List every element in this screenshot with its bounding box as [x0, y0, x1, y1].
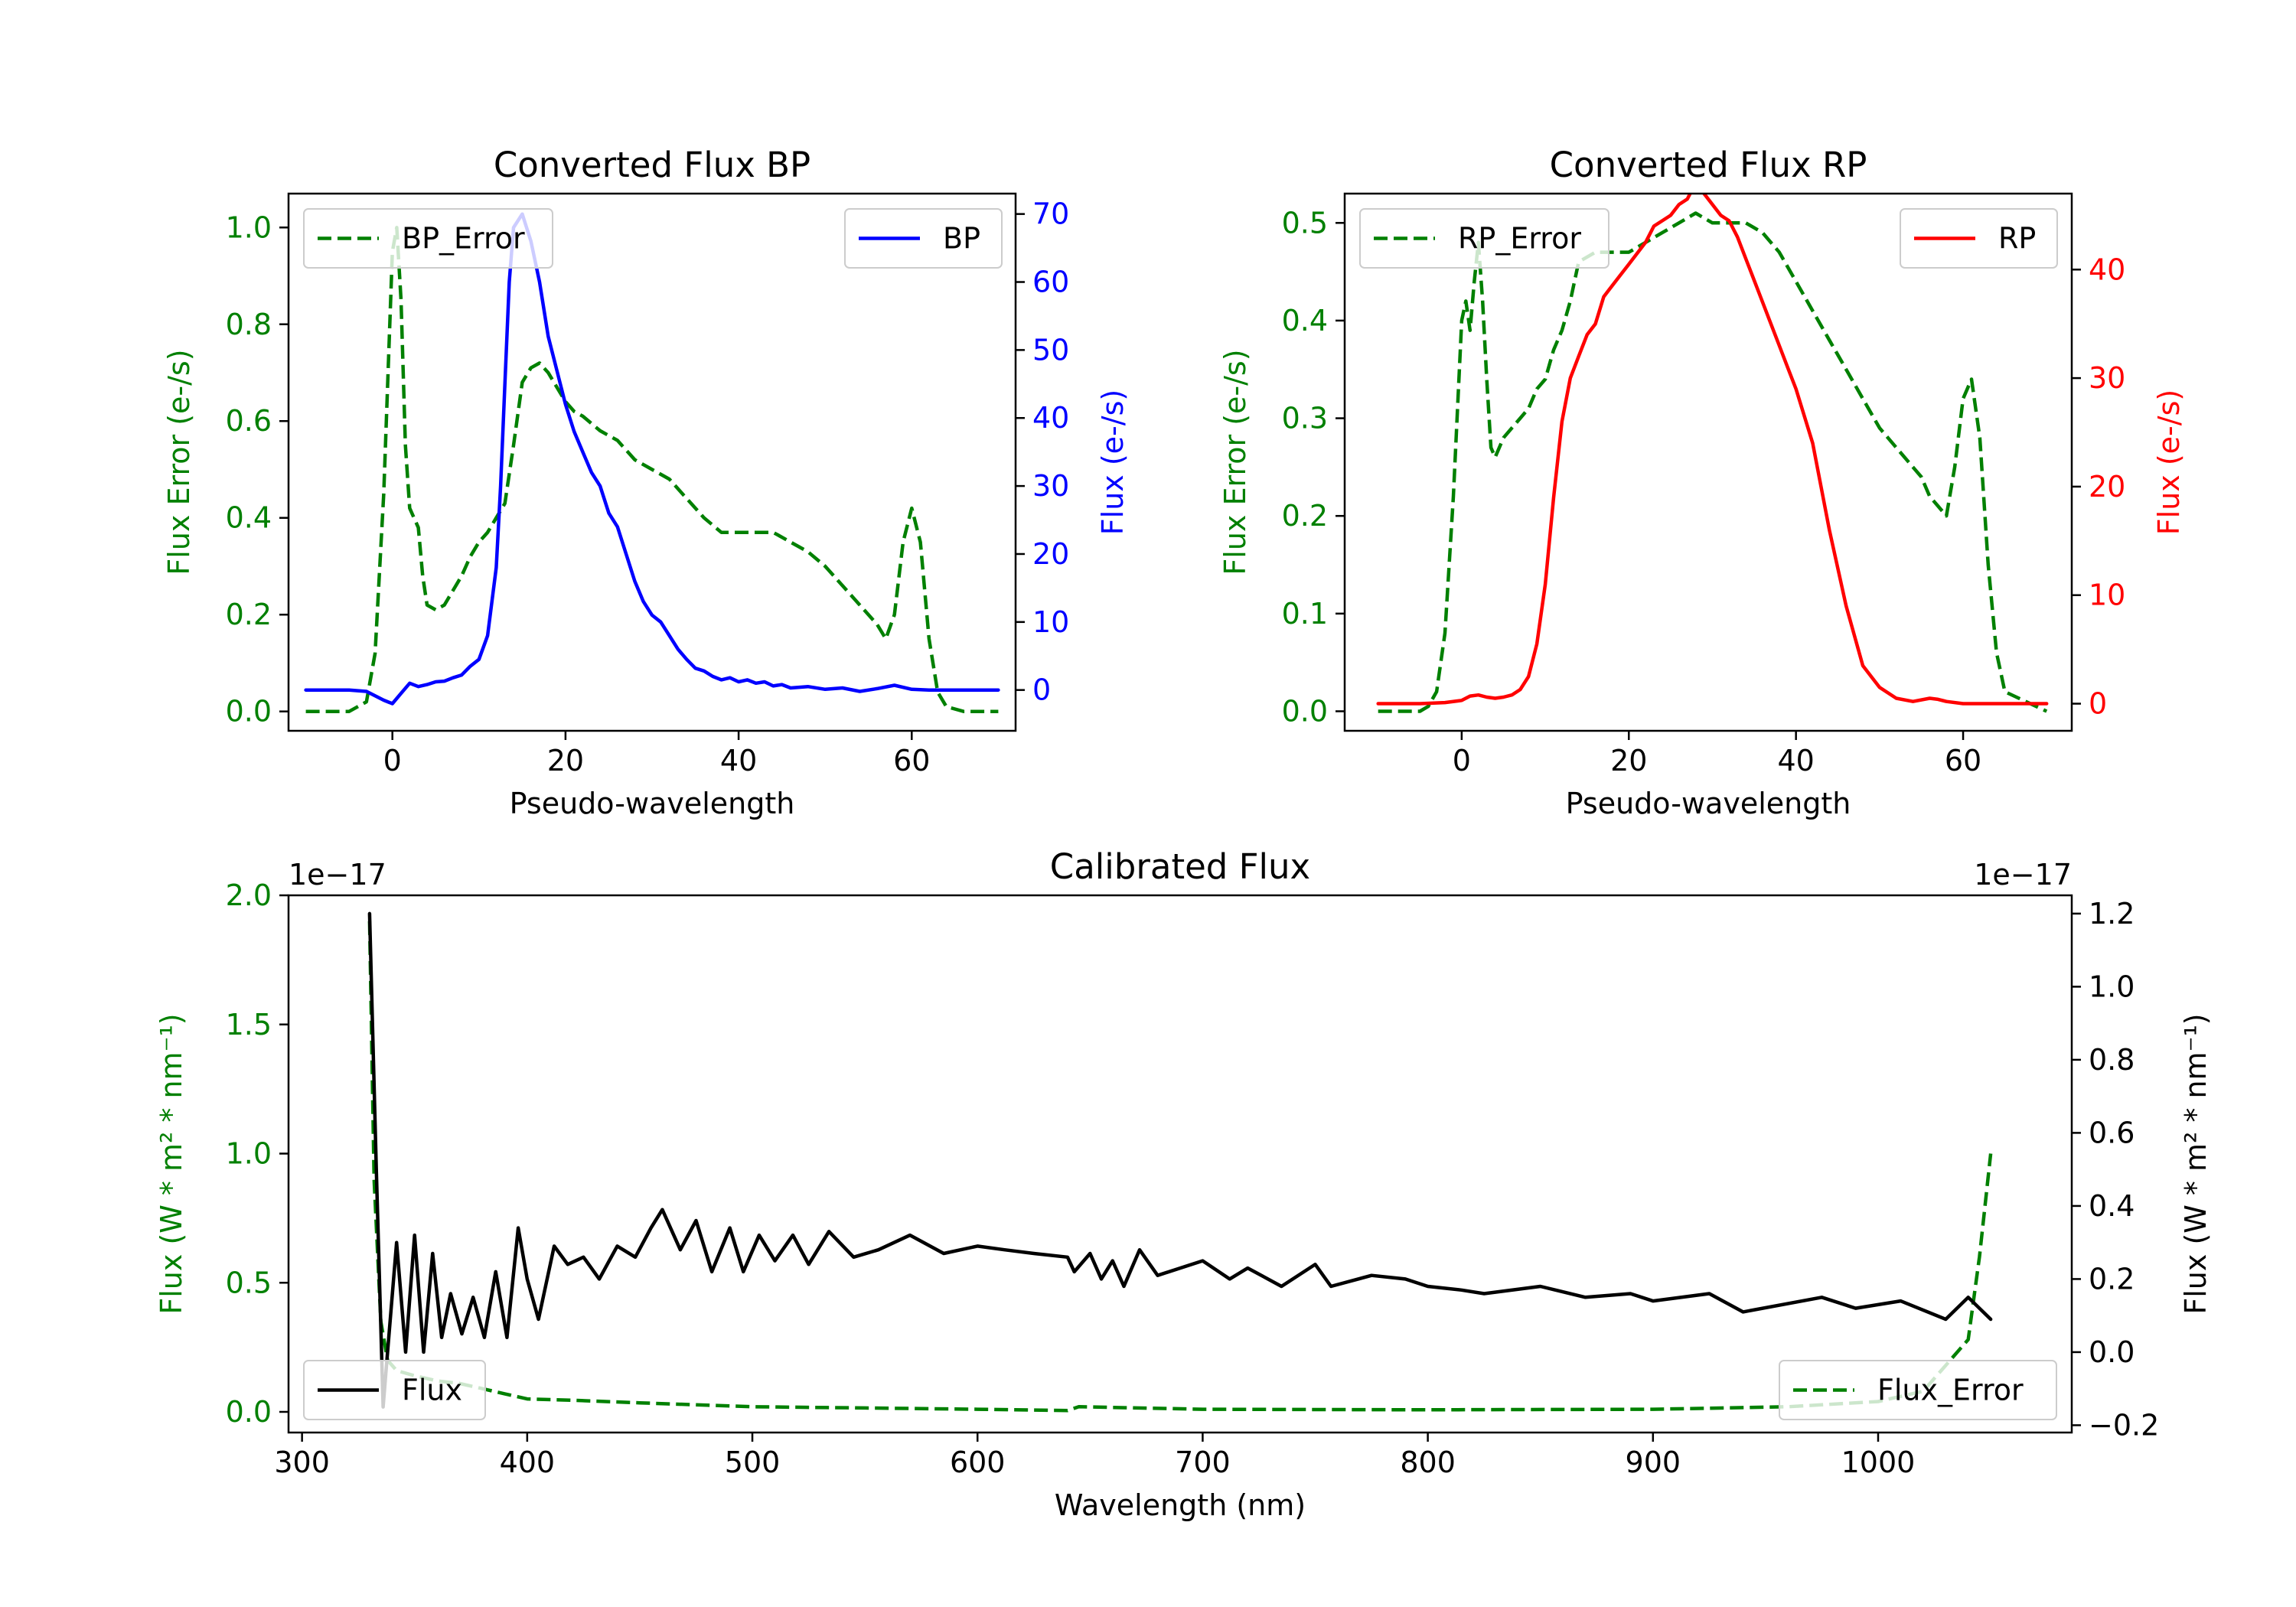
y-right-tick-label: 0.6 [2089, 1116, 2135, 1149]
x-tick-label: 400 [500, 1446, 556, 1479]
y-left-axis-label: Flux Error (e-/s) [162, 349, 196, 575]
y-left-tick-label: 0.4 [1282, 304, 1328, 337]
series-line-bp-error [305, 226, 999, 713]
y-left-tick-label: 0.5 [1282, 206, 1328, 240]
legend-rp-error: RP_Error [1359, 208, 1609, 269]
y-left-tick-label: 0.5 [226, 1266, 272, 1299]
y-right-tick-label: 40 [1032, 401, 1069, 435]
x-axis-label: Pseudo-wavelength [510, 787, 795, 820]
y-right-tick-label: 40 [2089, 253, 2125, 286]
x-axis-label: Pseudo-wavelength [1566, 787, 1851, 820]
legend-box [1900, 208, 2058, 269]
x-tick-label: 900 [1626, 1446, 1681, 1479]
y-right-tick-label: 60 [1032, 266, 1069, 299]
legend-box [844, 208, 1003, 269]
y-right-tick-label: 1.2 [2089, 897, 2135, 931]
y-right-offset-text: 1e−17 [1974, 858, 2072, 892]
y-right-tick-label: 10 [1032, 605, 1069, 639]
chart-title: Calibrated Flux [1050, 846, 1310, 887]
legend-flux-error: Flux_Error [1779, 1360, 2057, 1420]
axes-frame [287, 192, 1017, 732]
y-right-tick-label: 1.0 [2089, 970, 2135, 1003]
y-left-tick-label: 0.1 [1282, 597, 1328, 631]
y-left-tick-label: 1.0 [226, 1137, 272, 1171]
x-tick-label: 40 [720, 744, 757, 777]
y-left-axis-label: Flux Error (e-/s) [1218, 349, 1252, 575]
y-left-axis-label: Flux (W * m² * nm⁻¹) [155, 1013, 188, 1314]
y-right-tick-label: 20 [2089, 470, 2125, 504]
y-left-tick-label: 0.0 [1282, 694, 1328, 728]
legend-rp: RP [1900, 208, 2058, 269]
legend-box [303, 208, 553, 269]
series-line-flux [367, 911, 1993, 1409]
legend-bp-error: BP_Error [303, 208, 553, 269]
y-right-tick-label: 0.0 [2089, 1335, 2135, 1369]
legend-label: BP_Error [402, 222, 525, 256]
x-tick-label: 0 [1453, 744, 1471, 777]
legend-box [1359, 208, 1609, 269]
y-left-offset-text: 1e−17 [289, 858, 386, 892]
series-line-rp [1376, 194, 2049, 706]
legend-bp: BP [844, 208, 1003, 269]
legend-label: RP_Error [1458, 222, 1581, 256]
y-left-tick-label: 0.6 [226, 404, 272, 438]
y-left-tick-label: 0.4 [226, 501, 272, 535]
y-right-tick-label: 0.2 [2089, 1262, 2135, 1296]
legend-box [1779, 1360, 2057, 1420]
y-right-tick-label: 0 [2089, 687, 2107, 721]
y-right-tick-label: 50 [1032, 333, 1069, 367]
x-tick-label: 20 [1610, 744, 1647, 777]
y-right-axis-label: Flux (e-/s) [2152, 390, 2186, 535]
y-right-tick-label: 30 [1032, 469, 1069, 503]
axes-frame [287, 894, 2073, 1434]
y-left-tick-label: 0.3 [1282, 402, 1328, 435]
y-right-axis-label: Flux (W * m² * nm⁻¹) [2179, 1013, 2213, 1314]
calibrated-panel: 300 400 500 600 700 800 900 1000 0.0 0.5 1.0 1.5 2.0… [155, 846, 2213, 1522]
chart-title: Converted Flux RP [1550, 145, 1867, 185]
legend-label: BP [943, 222, 980, 256]
y-left-tick-label: 0.2 [1282, 499, 1328, 533]
y-right-tick-label: 0 [1032, 673, 1051, 707]
y-right-tick-label: 10 [2089, 579, 2125, 612]
axes-frame [1343, 192, 2073, 732]
y-left-tick-label: 0.2 [226, 598, 272, 631]
x-tick-label: 60 [1945, 744, 1981, 777]
x-tick-label: 300 [274, 1446, 330, 1479]
x-axis-label: Wavelength (nm) [1055, 1488, 1306, 1522]
x-tick-label: 500 [725, 1446, 781, 1479]
plot-area [304, 212, 1000, 713]
legend-label: Flux_Error [1877, 1374, 2024, 1407]
y-right-tick-label: 70 [1032, 197, 1069, 231]
y-left-tick-label: 0.0 [226, 695, 272, 729]
y-right-tick-label: 0.4 [2089, 1189, 2135, 1223]
x-tick-label: 0 [383, 744, 402, 777]
legend-label: RP [1998, 222, 2036, 256]
bp-panel: 0 20 40 60 0.0 0.2 0.4 0.6 0.8 1.0 0 10 20 30 40 50 60 70… [162, 145, 1130, 820]
series-line-bp [304, 212, 1000, 706]
y-left-tick-label: 2.0 [226, 878, 272, 912]
y-right-tick-label: 0.8 [2089, 1043, 2135, 1077]
y-left-tick-label: 1.0 [226, 210, 272, 244]
y-left-tick-label: 0.8 [226, 308, 272, 341]
y-right-tick-label: 20 [1032, 537, 1069, 571]
x-tick-label: 40 [1777, 744, 1814, 777]
y-right-tick-label: −0.2 [2089, 1408, 2159, 1442]
legend-flux: Flux [303, 1360, 486, 1420]
x-tick-label: 800 [1400, 1446, 1456, 1479]
x-tick-label: 20 [547, 744, 584, 777]
x-tick-label: 1000 [1841, 1446, 1916, 1479]
legend-box [303, 1360, 486, 1420]
x-tick-label: 700 [1175, 1446, 1231, 1479]
legend-label: Flux [402, 1374, 462, 1407]
y-left-tick-label: 0.0 [226, 1395, 272, 1429]
chart-title: Converted Flux BP [494, 145, 810, 185]
y-left-tick-label: 1.5 [226, 1008, 272, 1041]
rp-panel: 0 20 40 60 0.0 0.1 0.2 0.3 0.4 0.5 0 10 20 30 40 Conver… [1218, 145, 2186, 820]
y-right-axis-label: Flux (e-/s) [1096, 390, 1130, 535]
x-tick-label: 600 [950, 1446, 1006, 1479]
x-tick-label: 60 [893, 744, 930, 777]
plot-area [1376, 194, 2049, 713]
y-right-tick-label: 30 [2089, 361, 2125, 395]
